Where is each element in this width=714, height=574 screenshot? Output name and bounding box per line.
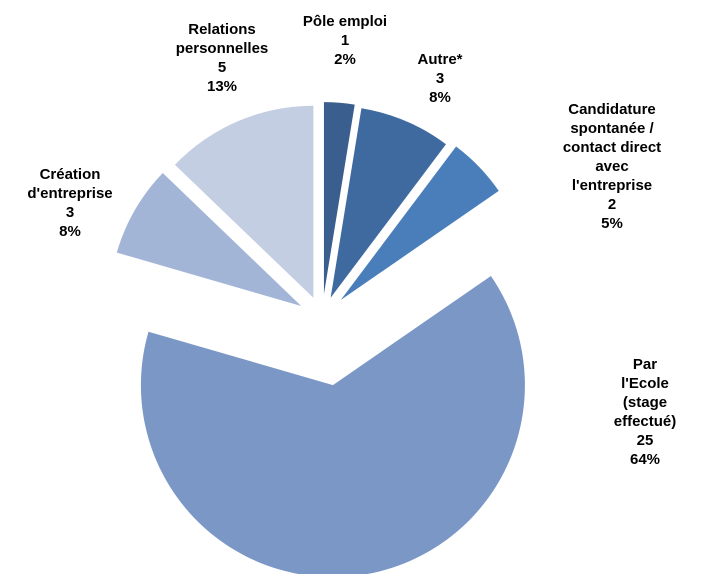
slice-percent: 5% — [601, 215, 623, 232]
slice-name: Autre* — [417, 51, 463, 68]
slice-label: Autre* 3 8% — [417, 50, 462, 107]
slice-count: 3 — [65, 204, 75, 221]
slice-name: Candidature spontanée / contact direct a… — [562, 101, 662, 194]
slice-label: Par l'Ecole (stage effectué) 25 64% — [611, 355, 680, 469]
slice-percent: 8% — [429, 89, 451, 106]
pie-slice — [174, 105, 314, 298]
slice-count: 2 — [607, 196, 617, 213]
slice-name: Création d'entreprise — [27, 166, 113, 202]
slice-percent: 64% — [629, 451, 661, 468]
slice-name: Relations personnelles — [175, 21, 269, 57]
slice-count: 25 — [636, 432, 654, 449]
slice-percent: 13% — [206, 78, 238, 95]
slice-label: Candidature spontanée / contact direct a… — [561, 100, 663, 233]
slice-count: 1 — [340, 32, 350, 49]
slice-percent: 2% — [334, 51, 356, 68]
pie-slice — [330, 108, 446, 298]
pie-slice — [140, 276, 525, 574]
pie-slice — [323, 102, 355, 295]
slice-label: Création d'entreprise 3 8% — [27, 165, 112, 241]
slice-label: Relations personnelles 5 13% — [176, 20, 269, 96]
slice-count: 3 — [435, 70, 445, 87]
slice-name: Par l'Ecole (stage effectué) — [613, 356, 677, 430]
pie-slice — [340, 146, 499, 300]
pie-slice — [116, 172, 302, 306]
slice-percent: 8% — [59, 223, 81, 240]
slice-name: Pôle emploi — [302, 13, 388, 30]
slice-count: 5 — [217, 59, 227, 76]
slice-label: Pôle emploi 1 2% — [303, 12, 387, 69]
